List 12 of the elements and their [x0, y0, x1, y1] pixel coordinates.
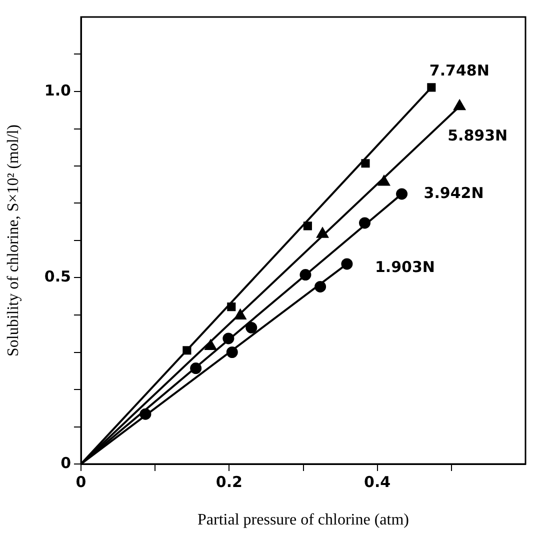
x-tick-label: 0.4 — [364, 472, 391, 491]
series-label: 1.903N — [374, 258, 435, 276]
x-axis-title: Partial pressure of chlorine (atm) — [198, 512, 409, 529]
y-tick-label: 0.5 — [44, 268, 71, 286]
series-label: 5.893N — [448, 126, 508, 144]
x-tick-label: 0 — [76, 472, 86, 491]
y-tick-label: 1.0 — [44, 81, 71, 100]
y-axis-title: Solubility of chlorine, S×10² (mol/l) — [4, 124, 22, 357]
series-label: 7.748N — [429, 61, 490, 80]
y-tick-label: 0 — [60, 454, 71, 472]
series-label: 3.942N — [424, 184, 484, 202]
x-tick-label: 0.2 — [216, 472, 242, 491]
